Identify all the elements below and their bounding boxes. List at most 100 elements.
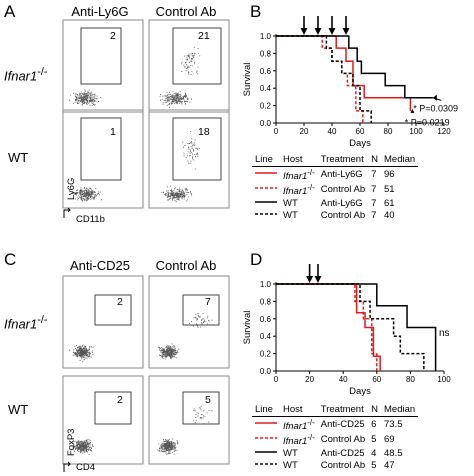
legend-treatment: Control Ab xyxy=(320,459,366,471)
legend-header-n: N xyxy=(368,154,382,167)
legend-host-sup: -/- xyxy=(307,167,315,177)
legend-host: Ifnar1-/- xyxy=(280,432,318,448)
x-tick-label: 40 xyxy=(328,127,337,136)
flow-gate-a3 xyxy=(80,117,122,181)
gate-value-a1: 2 xyxy=(110,30,116,42)
p-value-1: * P=0.0309 xyxy=(413,104,458,114)
x-tick-label: 80 xyxy=(384,127,393,136)
survival-curve xyxy=(276,35,372,123)
y-tick-label: 0.8 xyxy=(260,297,272,306)
legend-host-sup: -/- xyxy=(307,417,315,427)
legend-host-name: Ifnar1 xyxy=(283,436,308,448)
survival-curve xyxy=(276,35,433,99)
legend-host-name: Ifnar1 xyxy=(283,170,308,182)
y-tick-label: 0.8 xyxy=(260,49,272,58)
legend-median: 69 xyxy=(384,434,395,446)
x-axis-title: Days xyxy=(349,138,371,149)
genotype-name: Ifnar1 xyxy=(4,68,38,84)
survival-curve xyxy=(276,283,381,371)
panel-a-row-label-1: Ifnar1-/- xyxy=(4,66,47,83)
survival-chart-d: 1.0 0.8 0.6 0.4 0.2 0.00 20 40 60 80 100 Survival Da… xyxy=(242,264,451,397)
axis-arrow-c xyxy=(63,463,70,472)
y-axis-title: Survival xyxy=(242,311,253,345)
gate-value-c2: 7 xyxy=(205,296,211,308)
legend-n: 6 xyxy=(371,418,377,430)
legend-treatment: Anti-CD25 xyxy=(320,448,365,460)
legend-header-median: Median xyxy=(381,404,419,417)
legend-header-host: Host xyxy=(280,404,318,417)
y-tick-label: 0.0 xyxy=(260,367,272,376)
legend-host: WT xyxy=(283,459,298,471)
legend-median: 51 xyxy=(384,184,395,196)
y-tick-label: 0.0 xyxy=(260,119,272,128)
flow-plot-frame-a4 xyxy=(148,109,230,209)
flow-plot-frame-c4 xyxy=(148,375,230,465)
x-tick-label: 100 xyxy=(409,127,423,136)
flow-gate-c1 xyxy=(94,294,132,326)
x-tick-label: 20 xyxy=(300,127,309,136)
panel-a-col-header-1: Anti-Ly6G xyxy=(71,4,129,19)
legend-header-host: Host xyxy=(280,154,318,167)
flow-gate-a1 xyxy=(80,27,122,85)
legend-header-row: Line Host Treatment N Median xyxy=(252,404,419,417)
axis-arrow-a xyxy=(63,209,70,218)
survival-curve xyxy=(276,283,437,371)
gate-value-c3: 2 xyxy=(117,394,123,406)
legend-line-swatch xyxy=(252,448,280,460)
panel-letter-a: A xyxy=(4,2,16,21)
legend-treatment: Anti-CD25 xyxy=(320,418,365,430)
legend-row: Ifnar1-/- Control Ab 5 69 xyxy=(252,432,418,448)
panel-letter-d: D xyxy=(250,250,263,269)
legend-host: Ifnar1-/- xyxy=(280,416,318,432)
gate-value-a3: 1 xyxy=(110,126,116,138)
legend-header-treatment: Treatment xyxy=(317,154,369,167)
x-axis-marker-a: CD11b xyxy=(76,214,105,225)
genotype-name: Ifnar1 xyxy=(4,316,38,332)
legend-n: 7 xyxy=(371,198,377,210)
flow-gate-c4 xyxy=(182,391,220,425)
legend-median: 40 xyxy=(384,209,395,221)
legend-median: 47 xyxy=(384,459,395,471)
legend-row: Ifnar1-/- Anti-CD25 6 73.5 xyxy=(252,416,418,432)
treatment-arrow-head xyxy=(300,28,308,35)
legend-line-swatch xyxy=(252,166,280,182)
legend-line-swatch xyxy=(252,210,280,222)
flow-gate-a4 xyxy=(172,117,222,181)
survival-chart-b: 1.0 0.8 0.6 0.4 0.2 0.00 20 40 60 80 100 120 Surviva… xyxy=(242,16,458,149)
flow-plot-frame-c3 xyxy=(62,375,144,465)
significance-pointer-2 xyxy=(410,108,415,113)
flow-plot-frame-c1 xyxy=(62,275,144,369)
panel-a-row-label-2: WT xyxy=(8,150,29,165)
panel-c-col-header-2: Control Ab xyxy=(155,258,217,273)
survival-curve xyxy=(276,283,425,371)
legend-row: Ifnar1-/- Control Ab 7 51 xyxy=(252,182,418,198)
survival-curve xyxy=(276,283,378,371)
legend-line-swatch xyxy=(252,460,280,472)
legend-host: WT xyxy=(283,198,298,210)
legend-treatment: Control Ab xyxy=(320,209,366,221)
legend-n: 7 xyxy=(371,168,377,180)
legend-n: 7 xyxy=(371,209,377,221)
legend-header-n: N xyxy=(368,404,382,417)
y-tick-label: 1.0 xyxy=(260,280,272,289)
genotype-sup: -/- xyxy=(37,66,48,78)
legend-header-median: Median xyxy=(381,154,419,167)
y-tick-label: 0.4 xyxy=(260,84,272,93)
flow-dots-a xyxy=(69,46,201,202)
y-tick-label: 0.6 xyxy=(260,315,272,324)
flow-plot-frame-a3 xyxy=(62,109,144,209)
legend-row: WT Control Ab 5 47 xyxy=(252,460,418,472)
legend-median: 96 xyxy=(384,168,395,180)
legend-table-d: Line Host Treatment N Median Ifnar1-/- A… xyxy=(252,404,419,472)
legend-host-sup: -/- xyxy=(307,433,315,443)
genotype-sup: -/- xyxy=(37,314,48,326)
gate-value-c4: 5 xyxy=(205,394,211,406)
legend-header-row: Line Host Treatment N Median xyxy=(252,154,419,167)
legend-treatment: Control Ab xyxy=(320,184,366,196)
legend-treatment: Anti-Ly6G xyxy=(320,168,363,180)
treatment-arrow-head xyxy=(314,28,322,35)
treatment-arrow-head xyxy=(314,276,322,283)
legend-host: Ifnar1-/- xyxy=(280,166,318,182)
